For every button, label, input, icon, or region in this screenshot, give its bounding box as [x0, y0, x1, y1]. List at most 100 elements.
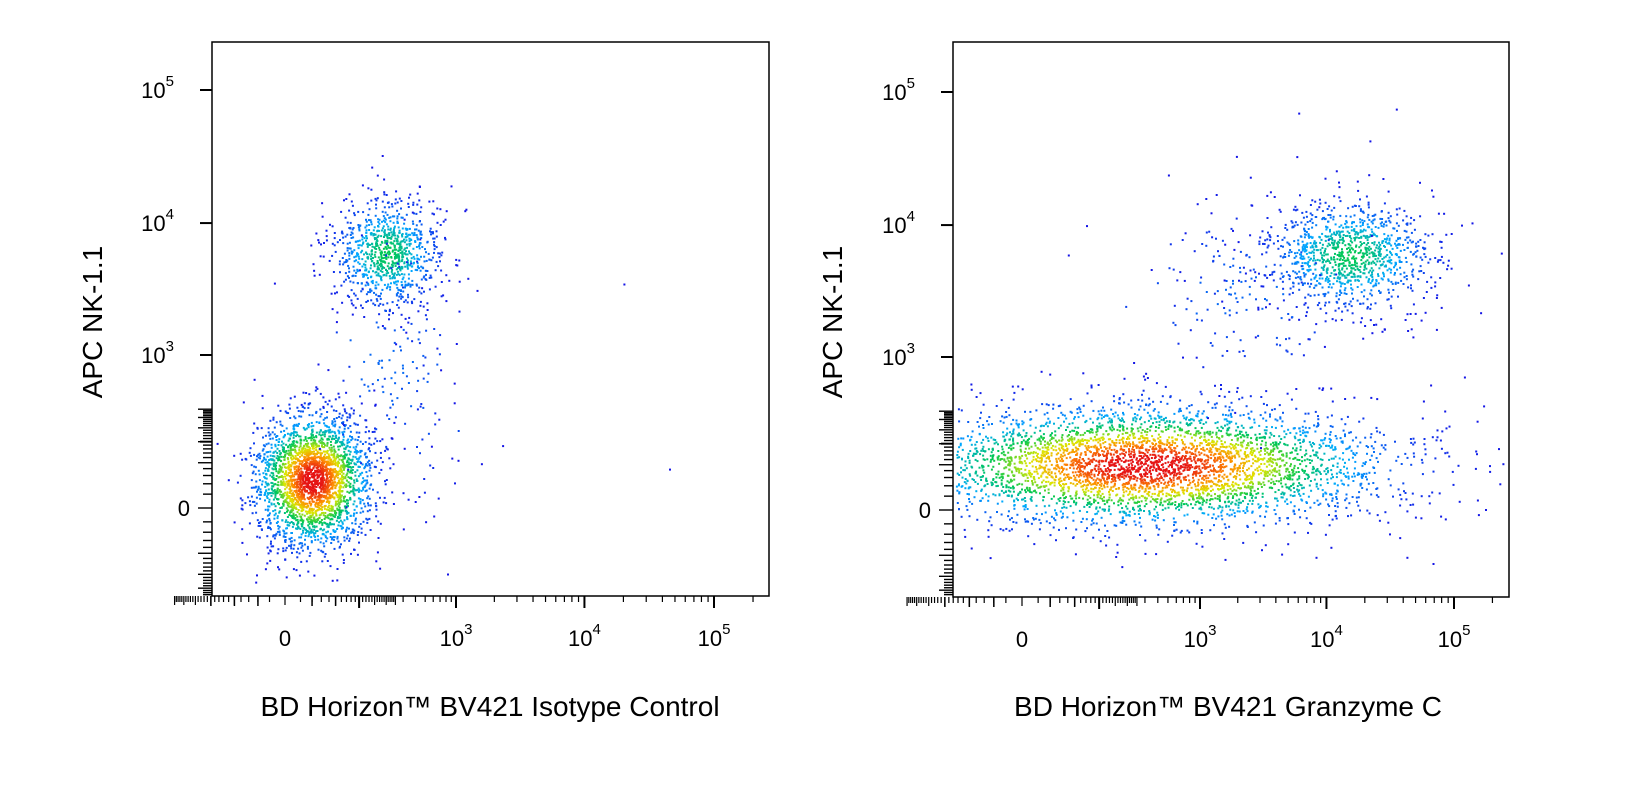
event-point — [315, 480, 318, 483]
event-point — [264, 481, 267, 484]
event-point — [326, 462, 329, 465]
event-point — [279, 409, 282, 412]
event-point — [392, 312, 394, 315]
event-point — [1357, 496, 1360, 499]
event-point — [324, 400, 327, 403]
event-point — [408, 244, 411, 247]
event-point — [273, 426, 276, 429]
y-axis-label: APC NK-1.1 — [77, 246, 108, 399]
event-point — [1377, 495, 1380, 498]
event-point — [407, 202, 410, 205]
event-point — [301, 473, 303, 475]
event-point — [327, 460, 330, 463]
event-point — [334, 460, 337, 462]
event-point — [325, 457, 328, 460]
event-point — [313, 528, 316, 531]
event-point — [371, 279, 374, 282]
event-point — [248, 500, 251, 503]
event-point — [1075, 431, 1078, 433]
event-point — [329, 428, 332, 431]
event-point — [1227, 414, 1230, 417]
event-point — [1116, 551, 1119, 554]
event-point — [270, 458, 273, 461]
event-point — [333, 481, 336, 484]
event-point — [360, 251, 363, 254]
event-point — [358, 228, 361, 231]
event-point — [393, 329, 396, 332]
event-point — [991, 458, 994, 461]
event-point — [303, 402, 306, 405]
event-point — [1172, 479, 1175, 482]
event-point — [306, 477, 308, 479]
event-point — [1034, 489, 1036, 492]
event-point — [1128, 450, 1131, 453]
event-point — [1199, 469, 1202, 472]
event-point — [364, 490, 367, 493]
event-point — [376, 265, 379, 268]
event-point — [1102, 460, 1105, 463]
event-point — [300, 523, 303, 526]
event-point — [300, 415, 303, 418]
event-point — [290, 480, 293, 483]
event-point — [1127, 493, 1130, 496]
event-point — [1270, 433, 1273, 436]
event-point — [372, 488, 374, 491]
event-point — [327, 526, 330, 529]
event-point — [313, 490, 316, 493]
event-point — [1095, 446, 1098, 449]
event-point — [253, 422, 256, 425]
event-point — [401, 254, 404, 257]
event-point — [380, 229, 383, 232]
event-point — [325, 450, 328, 453]
event-point — [314, 503, 317, 506]
event-point — [408, 196, 410, 199]
event-point — [348, 247, 351, 250]
event-point — [365, 251, 368, 254]
event-point — [398, 255, 400, 258]
event-point — [365, 229, 368, 232]
event-point — [263, 458, 266, 461]
event-point — [277, 440, 280, 443]
event-point — [342, 263, 345, 266]
event-point — [269, 433, 272, 436]
event-point — [984, 450, 986, 453]
event-point — [323, 422, 326, 425]
event-point — [424, 356, 427, 359]
event-point — [392, 275, 395, 278]
event-point — [366, 461, 369, 464]
event-point — [292, 547, 295, 550]
event-point — [974, 458, 977, 461]
event-point — [279, 460, 282, 463]
event-point — [326, 560, 329, 562]
event-point — [318, 447, 321, 450]
event-point — [297, 475, 300, 478]
event-point — [262, 436, 264, 439]
event-point — [279, 453, 282, 456]
event-point — [457, 459, 460, 462]
event-point — [419, 220, 421, 222]
event-point — [336, 579, 339, 582]
event-point — [1062, 448, 1065, 451]
event-point — [401, 216, 404, 219]
event-point — [318, 520, 321, 523]
event-point — [329, 463, 332, 465]
event-point — [345, 483, 348, 486]
event-point — [1208, 474, 1211, 477]
event-point — [1180, 506, 1183, 509]
event-point — [1188, 492, 1191, 495]
event-point — [348, 527, 350, 530]
event-point — [363, 383, 366, 386]
event-point — [411, 340, 414, 343]
event-point — [308, 522, 311, 525]
event-point — [345, 528, 348, 531]
event-point — [303, 458, 306, 461]
event-point — [311, 430, 314, 433]
event-point — [1251, 511, 1254, 514]
event-point — [314, 462, 317, 465]
event-point — [380, 257, 383, 260]
event-point — [367, 504, 370, 507]
event-point — [1199, 422, 1202, 424]
event-point — [400, 216, 403, 219]
event-point — [384, 449, 387, 452]
event-point — [310, 481, 313, 484]
